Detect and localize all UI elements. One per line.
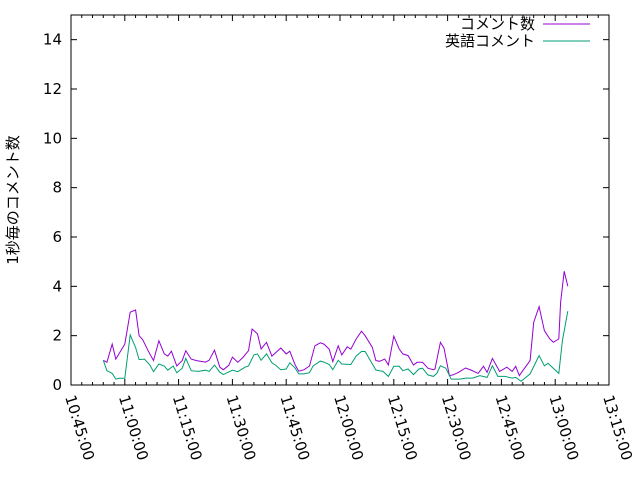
x-tick-label: 11:30:00 [223,393,260,463]
y-axis-label: 1秒毎のコメント数 [4,135,22,265]
legend-label: 英語コメント [445,32,535,50]
x-tick-label: 13:15:00 [599,393,636,463]
x-tick-label: 11:45:00 [276,393,313,463]
x-tick-label: 12:30:00 [438,393,475,463]
y-tick-label: 14 [43,31,62,49]
y-tick-label: 6 [52,228,62,246]
y-tick-label: 0 [52,376,62,394]
series-lines [102,271,569,382]
x-tick-label: 11:15:00 [169,393,206,463]
y-tick-label: 12 [43,80,62,98]
y-tick-label: 2 [52,327,62,345]
x-tick-label: 13:00:00 [545,393,582,463]
axis-ticks: 0 2 4 6 8 10 12 14 10:45:00 11:00:00 11:15:00 11:30… [43,15,636,463]
x-tick-label: 12:00:00 [330,393,367,463]
y-tick-label: 8 [52,179,62,197]
plot-border [70,14,610,386]
y-tick-label: 10 [43,129,62,147]
x-tick-label: 11:00:00 [115,393,152,463]
series-line-2 [102,311,569,382]
legend-label: コメント数 [460,15,535,33]
x-tick-label: 12:15:00 [384,393,421,463]
y-tick-label: 4 [52,277,62,295]
x-tick-label: 12:45:00 [492,393,529,463]
x-tick-label: 10:45:00 [61,393,98,463]
series-line-1 [103,271,569,377]
